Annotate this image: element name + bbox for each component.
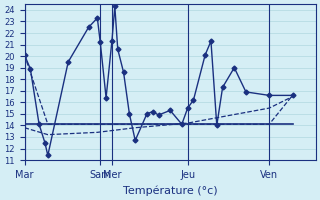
X-axis label: Température (°c): Température (°c) — [123, 185, 218, 196]
